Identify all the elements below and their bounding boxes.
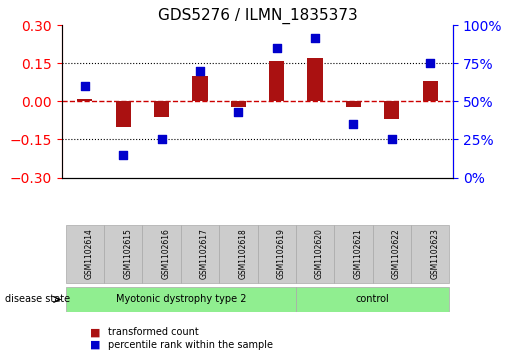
Point xyxy=(349,121,357,127)
FancyBboxPatch shape xyxy=(181,225,219,283)
Title: GDS5276 / ILMN_1835373: GDS5276 / ILMN_1835373 xyxy=(158,8,357,24)
Bar xyxy=(192,76,208,102)
FancyBboxPatch shape xyxy=(219,225,258,283)
Point xyxy=(81,83,89,89)
FancyBboxPatch shape xyxy=(373,225,411,283)
Bar xyxy=(77,99,93,102)
Text: GSM1102622: GSM1102622 xyxy=(392,228,401,279)
Point xyxy=(311,35,319,41)
Text: GSM1102619: GSM1102619 xyxy=(277,228,286,279)
FancyBboxPatch shape xyxy=(258,225,296,283)
Text: GSM1102617: GSM1102617 xyxy=(200,228,209,279)
Bar xyxy=(231,102,246,106)
Text: GSM1102614: GSM1102614 xyxy=(85,228,94,279)
FancyBboxPatch shape xyxy=(296,225,334,283)
Bar xyxy=(154,102,169,117)
FancyBboxPatch shape xyxy=(411,225,450,283)
Point xyxy=(426,61,434,66)
Text: ■: ■ xyxy=(90,340,100,350)
Text: GSM1102616: GSM1102616 xyxy=(162,228,170,279)
Bar xyxy=(346,102,361,106)
Point xyxy=(388,136,396,142)
FancyBboxPatch shape xyxy=(65,287,296,312)
Text: Myotonic dystrophy type 2: Myotonic dystrophy type 2 xyxy=(115,294,246,305)
Point xyxy=(158,136,166,142)
Text: GSM1102615: GSM1102615 xyxy=(123,228,132,279)
FancyBboxPatch shape xyxy=(142,225,181,283)
Bar xyxy=(269,61,284,102)
Text: GSM1102620: GSM1102620 xyxy=(315,228,324,279)
Point xyxy=(119,152,127,158)
Bar xyxy=(384,102,400,119)
FancyBboxPatch shape xyxy=(296,287,450,312)
Point xyxy=(196,68,204,74)
Text: control: control xyxy=(356,294,389,305)
Text: ■: ■ xyxy=(90,327,100,337)
Bar xyxy=(115,102,131,127)
Point xyxy=(272,45,281,51)
Point xyxy=(234,109,243,115)
Bar xyxy=(307,58,323,102)
Text: transformed count: transformed count xyxy=(108,327,199,337)
Text: percentile rank within the sample: percentile rank within the sample xyxy=(108,340,273,350)
FancyBboxPatch shape xyxy=(104,225,142,283)
FancyBboxPatch shape xyxy=(334,225,373,283)
Text: GSM1102621: GSM1102621 xyxy=(353,228,363,279)
FancyBboxPatch shape xyxy=(65,225,104,283)
Text: GSM1102623: GSM1102623 xyxy=(430,228,439,279)
Bar xyxy=(422,81,438,102)
Text: GSM1102618: GSM1102618 xyxy=(238,228,247,279)
Text: disease state: disease state xyxy=(5,294,70,305)
